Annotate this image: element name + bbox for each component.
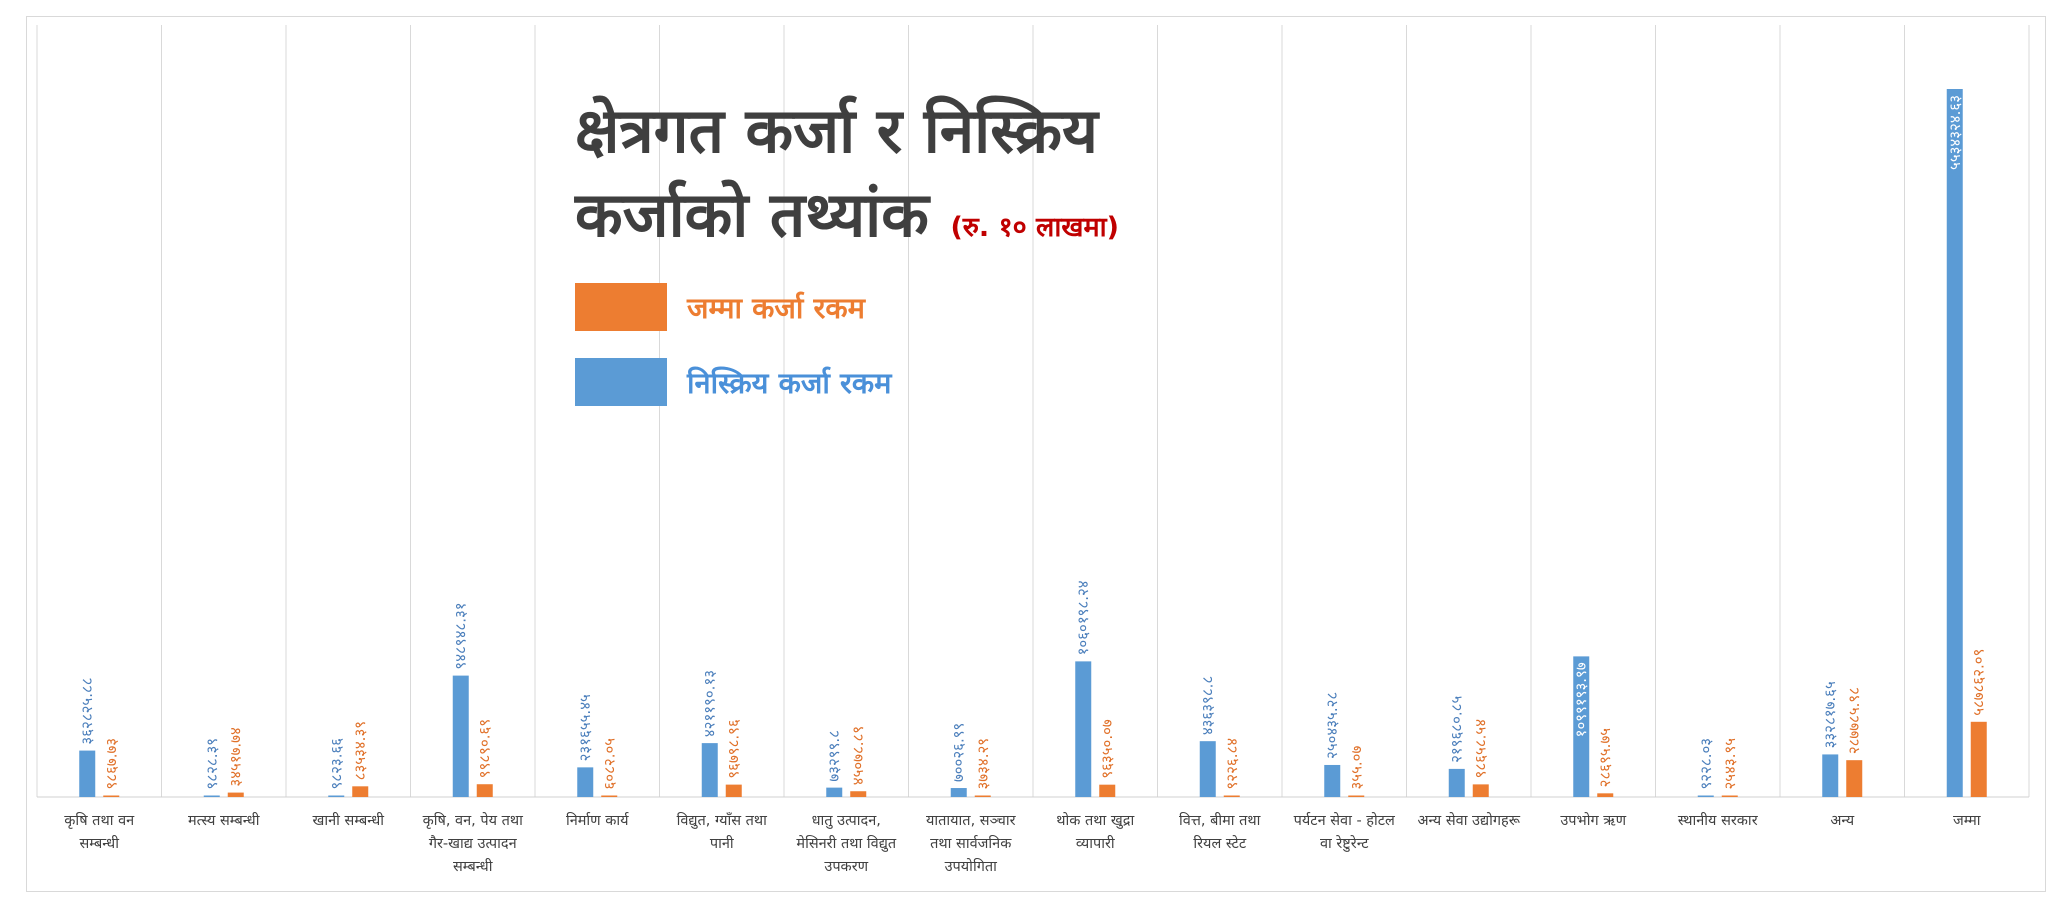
npl-bar: [1324, 764, 1341, 797]
total-loan-bar: [352, 786, 369, 797]
total-loan-value-label: २५४३.९५: [1721, 738, 1739, 790]
category-label: निर्माण कार्य: [566, 812, 630, 829]
legend-item-total-loan: जम्मा कर्जा रकम: [575, 283, 891, 331]
total-loan-bar: [1970, 721, 1987, 797]
chart-title-line1: क्षेत्रगत कर्जा र निस्क्रिय: [575, 94, 1098, 167]
total-loan-value-label: ९८६७.७३: [102, 738, 120, 790]
chart-title: क्षेत्रगत कर्जा र निस्क्रिय कर्जाको तथ्य…: [575, 89, 1119, 270]
total-loan-bar: [1348, 795, 1365, 797]
total-loan-bar: [850, 791, 867, 797]
npl-value-label: ३३२८१७.६५: [1821, 681, 1839, 748]
total-loan-bar: [1472, 784, 1489, 797]
npl-value-label: ७३२९९.८: [825, 730, 843, 782]
total-loan-bar: [103, 795, 120, 797]
total-loan-value-label: २८६९५.७५: [1596, 728, 1614, 788]
total-loan-value-label: ९९८९०.६९: [476, 719, 494, 778]
npl-bar: [1199, 741, 1216, 797]
npl-bar: [79, 750, 96, 797]
category-label: थोक तथा खुद्रा व्यापारी: [1056, 812, 1134, 852]
total-loan-value-label: ९६७९८.९६: [725, 719, 743, 779]
category-label: उपभोग ऋण: [1560, 812, 1626, 829]
npl-bar: [577, 767, 594, 797]
total-loan-bar: [1597, 793, 1614, 797]
total-loan-value-label: ४५०७८.८९: [849, 726, 867, 785]
total-loan-bar: [227, 792, 244, 797]
npl-bar: [328, 795, 345, 797]
total-loan-bar: [1846, 760, 1863, 797]
category-label: विद्युत, ग्याँस तथा पानी: [677, 812, 768, 852]
category-label: स्थानीय सरकार: [1678, 812, 1759, 829]
category-label: कृषि तथा वन सम्बन्धी: [64, 812, 135, 852]
chart-frame: ३६२८२५.८८ ९८६७.७३ ९८२८.३९ ३४५१७.७४ ९८२३.६६ ८३…: [26, 16, 2046, 892]
npl-value-label: ९४८९४८.३१: [452, 602, 470, 669]
category-label: अन्य: [1830, 813, 1854, 829]
category-label: धातु उत्पादन, मेसिनरी तथा विद्युत उपकरण: [796, 813, 896, 875]
chart-subtitle: (रु. १० लाखमा): [950, 212, 1119, 243]
total-loan-value-label: ३४५१७.७४: [227, 727, 245, 787]
npl-bar: [950, 788, 967, 797]
npl-bar: [452, 675, 469, 797]
total-loan-value-label: २८७७८५.९८: [1845, 687, 1863, 754]
npl-bar: [1448, 768, 1465, 797]
category-label: कृषि, वन, पेय तथा गैर-खाद्य उत्पादन सम्बन्…: [423, 812, 524, 875]
npl-value-label: ९२२८.०३: [1697, 738, 1715, 790]
npl-value-label: ४३६३९८.८: [1199, 676, 1217, 735]
legend-label-npl: निस्क्रिय कर्जा रकम: [687, 365, 892, 400]
npl-bar: [1822, 754, 1839, 797]
npl-bar: [701, 743, 718, 797]
legend-item-npl: निस्क्रिय कर्जा रकम: [575, 358, 891, 406]
bar-chart: ३६२८२५.८८ ९८६७.७३ ९८२८.३९ ३४५१७.७४ ९८२३.६६ ८३…: [36, 25, 2030, 875]
total-loan-value-label: ६०८२.०५: [600, 738, 618, 790]
npl-value-label: ३६२८२५.८८: [78, 677, 96, 744]
npl-bar: [826, 787, 843, 797]
total-loan-value-label: ९८६५८.५४: [1472, 719, 1490, 779]
legend-label-total-loan: जम्मा कर्जा रकम: [687, 290, 866, 325]
chart-legend: जम्मा कर्जा रकम निस्क्रिय कर्जा रकम: [575, 283, 891, 433]
npl-bar: [1946, 89, 1963, 797]
total-loan-bar: [601, 795, 618, 797]
npl-value-label: २३१६५५.४५: [576, 694, 594, 761]
npl-value-label: २५०४३५.२८: [1323, 692, 1341, 759]
category-label: जम्मा: [1953, 813, 1981, 829]
total-loan-bar: [974, 795, 991, 797]
total-loan-value-label: ९६३५०.०७: [1098, 719, 1116, 779]
npl-value-label: १०६०१९८.२४: [1074, 580, 1092, 655]
total-loan-value-label: ३७३४.२९: [974, 738, 992, 790]
npl-value-label: २१९६८०.८५: [1448, 696, 1466, 763]
legend-swatch-total-loan: [575, 283, 667, 331]
total-loan-bar: [1223, 795, 1240, 797]
category-label: वित्त, बीमा तथा रियल स्टेट: [1179, 812, 1261, 852]
total-loan-bar: [1099, 784, 1116, 797]
total-loan-value-label: ९२२६.८४: [1223, 738, 1241, 790]
category-label: पर्यटन सेवा - होटल वा रेष्टुरेन्ट: [1294, 812, 1396, 852]
total-loan-value-label: ३५५.०७: [1347, 746, 1365, 790]
npl-bar: [203, 795, 220, 797]
category-label: मत्स्य सम्बन्धी: [188, 812, 260, 829]
total-loan-bar: [725, 784, 742, 797]
total-loan-bar: [476, 784, 493, 797]
total-loan-bar: [1721, 795, 1738, 797]
total-loan-value-label: ८३५३४.३९: [351, 721, 369, 780]
total-loan-value-label: ५८७८६२.०९: [1970, 649, 1988, 716]
npl-value-label: १०९९१९३.९७: [1572, 662, 1590, 737]
category-label: अन्य सेवा उद्योगहरू: [1417, 812, 1520, 829]
npl-value-label: ९८२८.३९: [203, 738, 221, 790]
legend-swatch-npl: [575, 358, 667, 406]
npl-value-label: ५५३४३२४.६३: [1946, 95, 1964, 170]
npl-bar: [1075, 661, 1092, 797]
npl-value-label: ७००२६.९९: [950, 723, 968, 782]
category-label: खानी सम्बन्धी: [312, 812, 384, 829]
npl-value-label: ४२११९०.१३: [701, 670, 719, 737]
category-label: यातायात, सञ्चार तथा सार्वजनिक उपयोगिता: [926, 813, 1017, 875]
npl-bar: [1573, 656, 1590, 797]
npl-value-label: ९८२३.६६: [327, 738, 345, 790]
npl-bar: [1697, 795, 1714, 797]
chart-title-line2: कर्जाको तथ्यांक: [575, 178, 929, 251]
